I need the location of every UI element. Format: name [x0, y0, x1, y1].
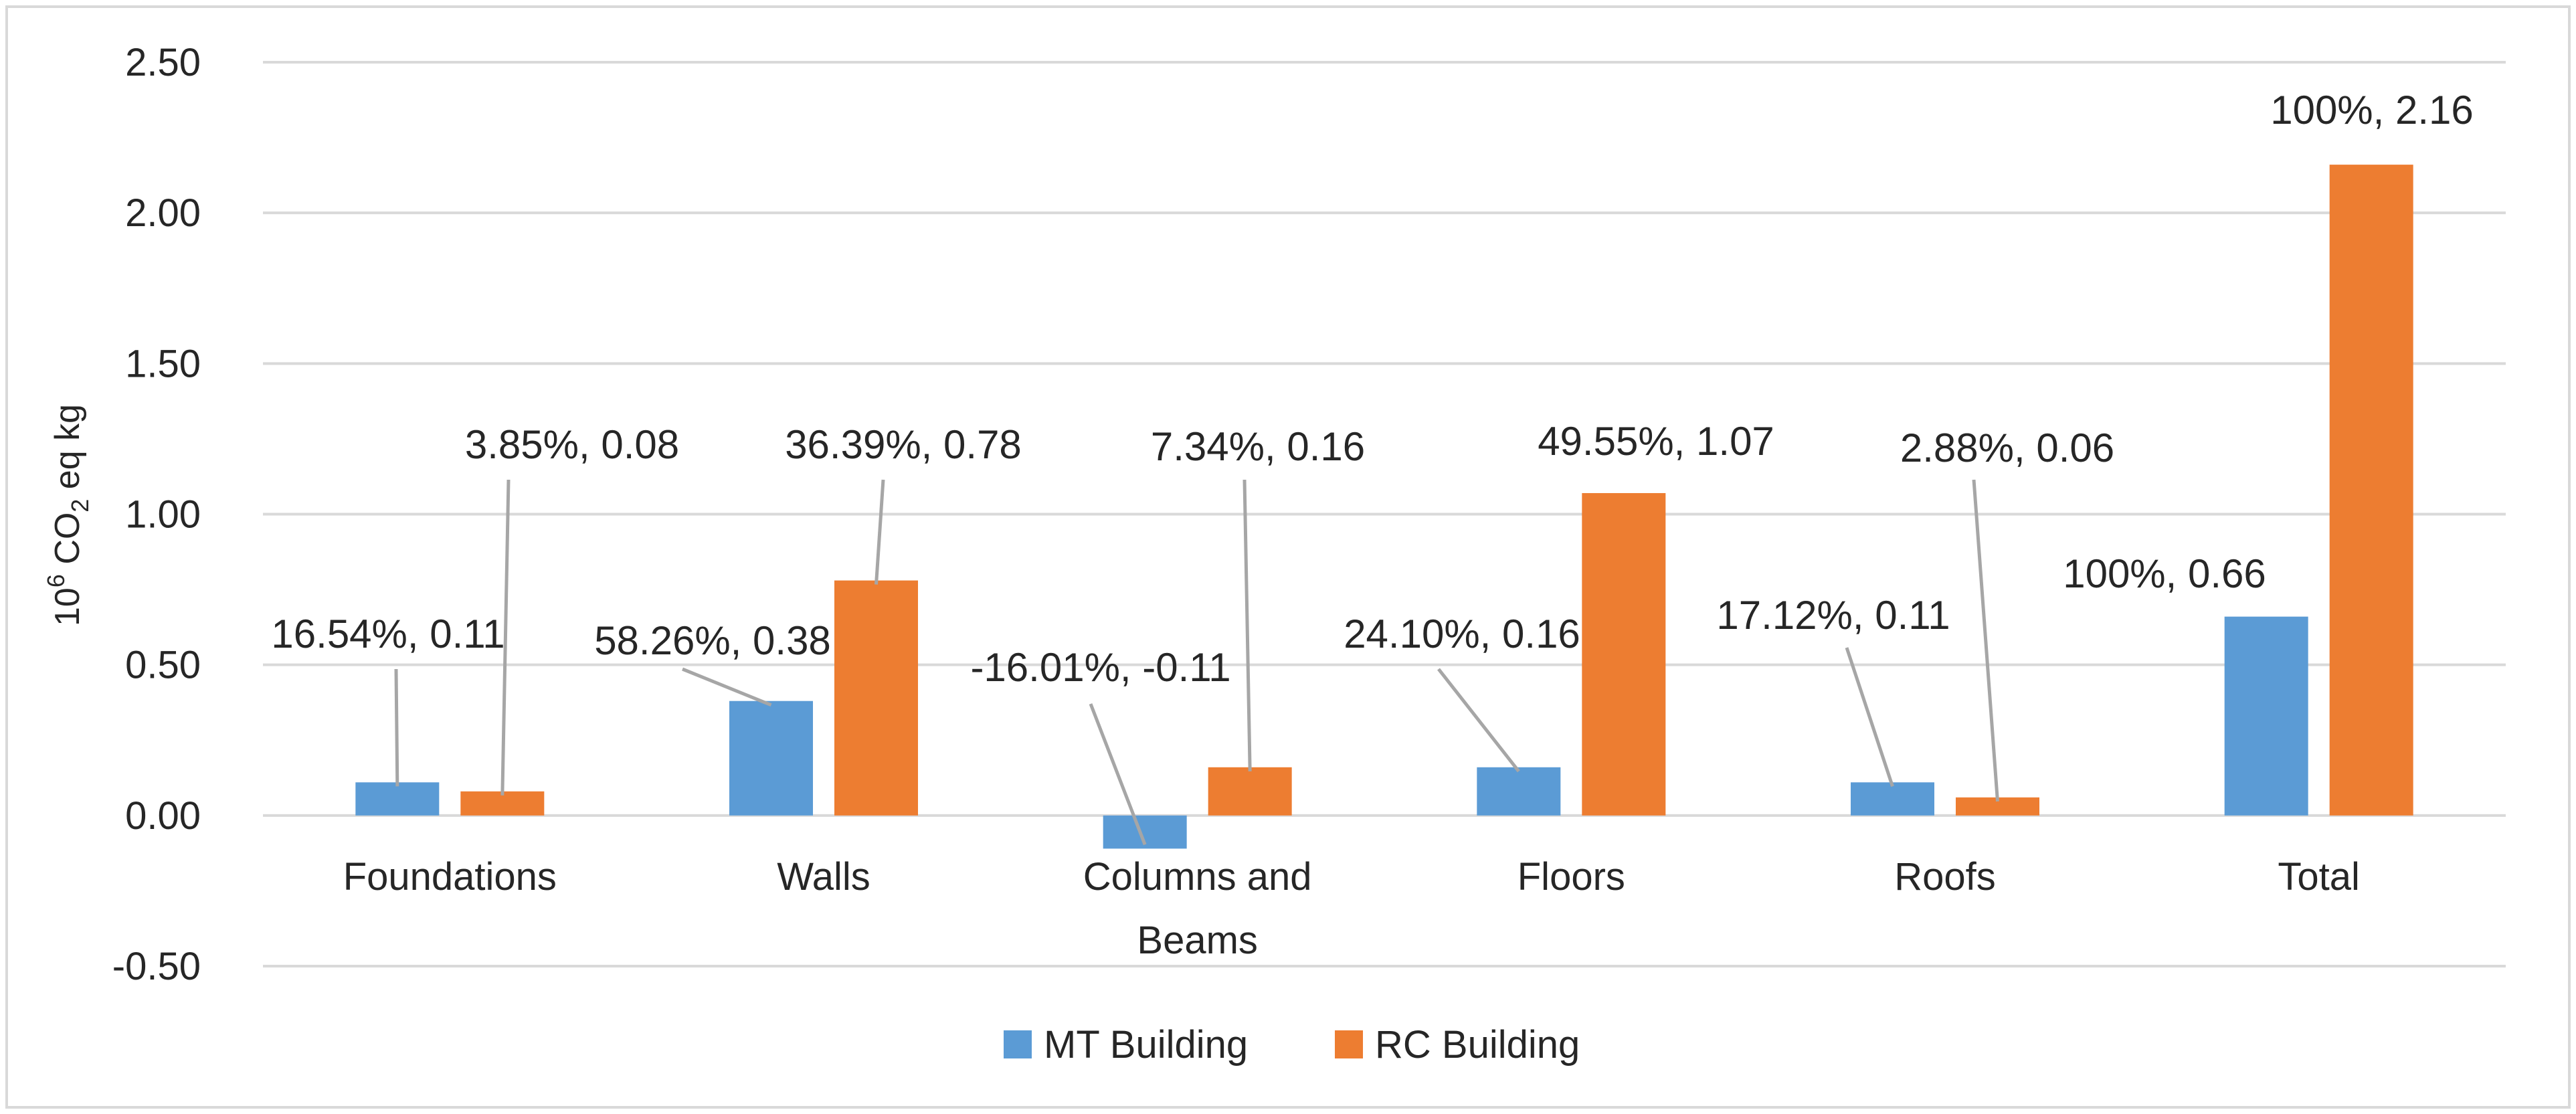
bar-mt: [1477, 767, 1561, 816]
bar-mt: [2224, 616, 2308, 816]
y-axis-title-part: CO: [48, 513, 87, 574]
y-axis-title-part: eq kg: [48, 404, 87, 499]
x-category-label: Roofs: [1894, 855, 1996, 899]
data-label: 58.26%, 0.38: [594, 618, 831, 663]
bar-mt: [1851, 782, 1934, 816]
y-tick-label: -0.50: [112, 945, 201, 988]
y-axis-title-part: 2: [66, 499, 94, 513]
bar-rc: [1208, 767, 1292, 816]
data-label: 49.55%, 1.07: [1538, 419, 1774, 464]
x-category-label: Total: [2278, 855, 2360, 899]
leader-line: [1845, 647, 1894, 787]
data-label: 7.34%, 0.16: [1151, 424, 1365, 469]
bar-rc: [2329, 165, 2413, 816]
leader-line: [394, 668, 399, 787]
leader-lines: [394, 479, 1999, 846]
data-label: 24.10%, 0.16: [1344, 612, 1580, 656]
chart-border: [5, 5, 2571, 1109]
legend-swatch-rc: [1335, 1030, 1363, 1058]
x-category-label: Walls: [777, 855, 870, 899]
data-labels: 16.54%, 0.11 58.26%, 0.38 -16.01%, -0.11 24…: [271, 88, 2473, 690]
legend-label: RC Building: [1375, 1023, 1580, 1066]
bar-mt: [355, 782, 440, 816]
bar-rc: [834, 580, 918, 816]
gridlines: [263, 61, 2506, 967]
legend-label: MT Building: [1044, 1023, 1248, 1066]
y-tick-label: 1.50: [125, 342, 201, 385]
x-category-label: Beams: [1137, 919, 1258, 962]
bar-rc: [1582, 492, 1666, 816]
data-label: 2.88%, 0.06: [1900, 426, 2114, 470]
y-axis-title-part: 10: [48, 587, 87, 626]
legend: MT Building RC Building: [1004, 1023, 1580, 1066]
bar-mt: [729, 701, 813, 816]
leader-line: [1437, 668, 1520, 773]
leader-line: [682, 667, 772, 707]
data-label: 3.85%, 0.08: [465, 422, 679, 467]
leader-line: [1089, 703, 1147, 846]
y-axis-title: 106 CO2 eq kg: [42, 404, 94, 626]
x-axis-categories: Foundations Walls Columns and Beams Floors Ro…: [343, 855, 2360, 962]
y-axis-ticks: 2.50 2.00 1.50 1.00 0.50 0.00 -0.50: [112, 41, 201, 988]
data-label: 36.39%, 0.78: [785, 422, 1022, 467]
y-tick-label: 2.00: [125, 191, 201, 235]
data-label: 17.12%, 0.11: [1716, 593, 1950, 638]
bar-rc: [460, 791, 545, 816]
leader-line: [875, 479, 885, 585]
y-tick-label: 0.00: [125, 794, 201, 838]
y-tick-label: 0.50: [125, 644, 201, 687]
x-category-label: Floors: [1517, 855, 1625, 899]
x-category-label: Columns and: [1083, 855, 1312, 899]
leader-line: [1972, 479, 1999, 802]
data-label: 100%, 0.66: [2063, 551, 2266, 596]
x-category-label: Foundations: [343, 855, 557, 899]
legend-swatch-mt: [1004, 1030, 1032, 1058]
leader-line: [1243, 479, 1252, 771]
leader-line: [500, 479, 511, 796]
y-tick-label: 1.00: [125, 493, 201, 537]
bars: [355, 165, 2413, 849]
y-tick-label: 2.50: [125, 41, 201, 84]
data-label: 100%, 2.16: [2270, 88, 2474, 132]
y-axis-title-part: 6: [42, 574, 70, 587]
data-label: -16.01%, -0.11: [970, 645, 1230, 690]
data-label: 16.54%, 0.11: [271, 612, 504, 656]
